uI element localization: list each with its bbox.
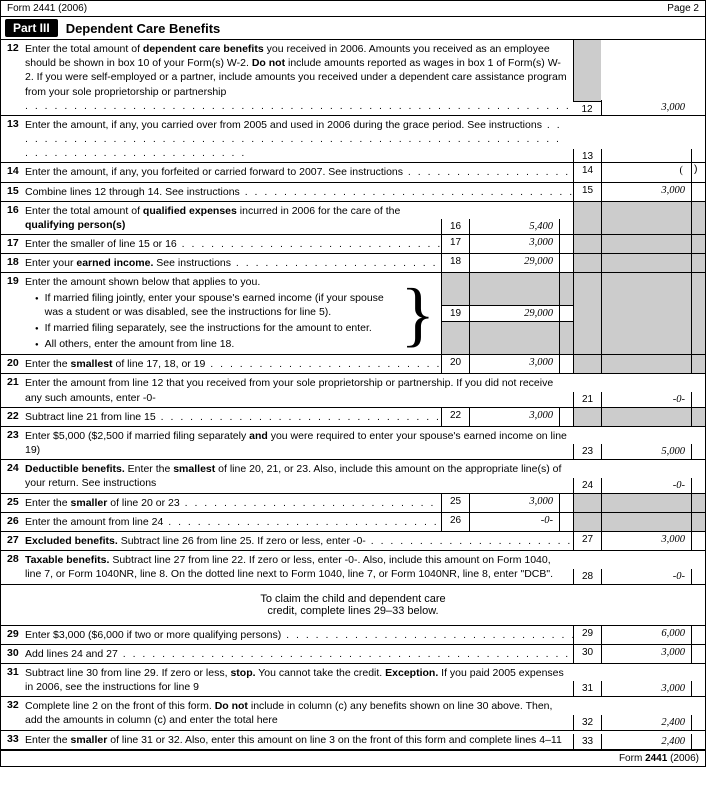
line-24: 24 Deductible benefits. Enter the smalle… (1, 460, 705, 493)
line-17: 17 Enter the smaller of line 15 or 16 17… (1, 235, 705, 254)
part-pill: Part III (5, 19, 58, 37)
value-14: ( (601, 163, 691, 181)
line-15: 15 Combine lines 12 through 14. See inst… (1, 183, 705, 202)
line-22: 22 Subtract line 21 from line 15 22 3,00… (1, 408, 705, 427)
line-21: 21 Enter the amount from line 12 that yo… (1, 374, 705, 407)
value-21: -0- (601, 392, 691, 407)
line-32: 32 Complete line 2 on the front of this … (1, 697, 705, 730)
line-13: 13 Enter the amount, if any, you carried… (1, 116, 705, 164)
line-14: 14 Enter the amount, if any, you forfeit… (1, 163, 705, 182)
line-33: 33 Enter the smaller of line 31 or 32. A… (1, 731, 705, 751)
line-16: 16 Enter the total amount of qualified e… (1, 202, 705, 235)
credit-note: To claim the child and dependent care cr… (1, 585, 705, 626)
value-33: 2,400 (601, 734, 691, 749)
value-20: 3,000 (469, 355, 559, 373)
value-29: 6,000 (601, 626, 691, 644)
value-13 (601, 149, 691, 162)
value-23: 5,000 (601, 444, 691, 459)
value-30: 3,000 (601, 645, 691, 663)
value-31: 3,000 (601, 681, 691, 696)
value-24: -0- (601, 478, 691, 493)
line-29: 29 Enter $3,000 ($6,000 if two or more q… (1, 626, 705, 645)
value-25: 3,000 (469, 494, 559, 512)
part-title: Dependent Care Benefits (62, 21, 221, 36)
footer: Form 2441 (2006) (1, 751, 705, 766)
form-page: Form 2441 (2006) Page 2 Part III Depende… (0, 0, 706, 767)
page-num: Page 2 (667, 3, 699, 14)
value-17: 3,000 (469, 235, 559, 253)
top-bar: Form 2441 (2006) Page 2 (1, 1, 705, 17)
value-28: -0- (601, 569, 691, 584)
value-15: 3,000 (601, 183, 691, 201)
value-16: 5,400 (469, 219, 559, 234)
value-18: 29,000 (469, 254, 559, 272)
value-32: 2,400 (601, 715, 691, 730)
form-id: Form 2441 (2006) (7, 3, 87, 14)
value-19: 29,000 (469, 306, 559, 321)
line-28: 28 Taxable benefits. Subtract line 27 fr… (1, 551, 705, 584)
line-31: 31 Subtract line 30 from line 29. If zer… (1, 664, 705, 697)
value-26: -0- (469, 513, 559, 531)
value-22: 3,000 (469, 408, 559, 426)
line-27: 27 Excluded benefits. Subtract line 26 f… (1, 532, 705, 551)
line-26: 26 Enter the amount from line 24 26 -0- (1, 513, 705, 532)
line-30: 30 Add lines 24 and 27 30 3,000 (1, 645, 705, 664)
line-20: 20 Enter the smallest of line 17, 18, or… (1, 355, 705, 374)
line-23: 23 Enter $5,000 ($2,500 if married filin… (1, 427, 705, 460)
line-12: 12 Enter the total amount of dependent c… (1, 40, 705, 116)
part-header: Part III Dependent Care Benefits (1, 17, 705, 40)
line-19: 19 Enter the amount shown below that app… (1, 273, 705, 355)
value-12: 3,000 (601, 100, 691, 115)
brace-icon: } (398, 278, 437, 350)
line-18: 18 Enter your earned income. See instruc… (1, 254, 705, 273)
line-25: 25 Enter the smaller of line 20 or 23 25… (1, 494, 705, 513)
value-27: 3,000 (601, 532, 691, 550)
